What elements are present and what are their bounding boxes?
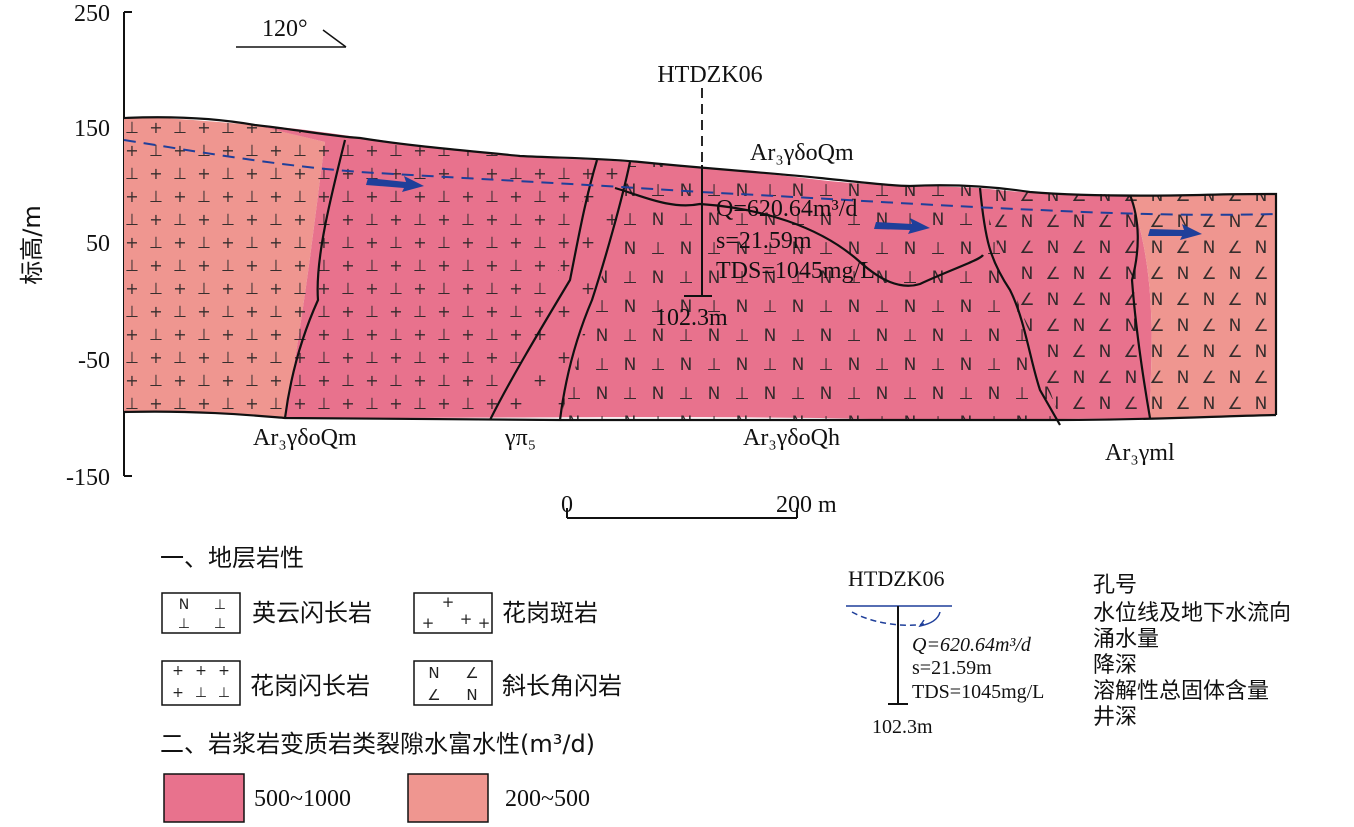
legend-borehole-depth: 102.3m — [872, 716, 933, 738]
unit-label-mid: Ar₃γδoQh — [743, 425, 840, 451]
legend-granodiorite-label: 花岗闪长岩 — [250, 672, 370, 700]
legend-swatch-moderate — [407, 773, 489, 823]
svg-text:N: N — [428, 664, 439, 682]
svg-text:⊥: ⊥ — [218, 685, 230, 701]
legend-borehole-id: HTDZK06 — [848, 566, 945, 591]
legend-expl-q: 涌水量 — [1093, 627, 1159, 652]
legend-borehole-tds: TDS=1045mg/L — [912, 681, 1044, 703]
unit-label-left: Ar₃γδoQm — [253, 425, 357, 451]
elevation-axis: 250 150 50 -50 -150 标高/m — [18, 1, 132, 491]
svg-text:+: + — [460, 610, 473, 628]
svg-text:∠: ∠ — [427, 686, 440, 704]
legend-borehole: HTDZK06 Q=620.64m³/d s=21.59m TDS=1045mg… — [846, 566, 1291, 738]
svg-text:+: + — [172, 663, 184, 679]
legend-expl-id: 孔号 — [1093, 573, 1137, 598]
svg-text:+: + — [218, 663, 230, 679]
unit-label-right: Ar₃γml — [1105, 440, 1175, 466]
contact-4 — [614, 186, 984, 287]
legend-swatch-tonalite — [161, 592, 241, 634]
borehole-id: HTDZK06 — [657, 62, 762, 88]
svg-text:∠: ∠ — [465, 664, 478, 682]
orientation-indicator: 120° — [236, 16, 347, 48]
legend-section1-title: 一、地层岩性 — [160, 544, 304, 572]
legend-expl-tds: 溶解性总固体含量 — [1093, 679, 1269, 704]
y-tick-50: 50 — [86, 231, 110, 257]
flow-arrow-3 — [1148, 224, 1202, 240]
legend-expl-s: 降深 — [1093, 653, 1137, 678]
amphibolite-body — [980, 188, 1276, 420]
contact-3 — [558, 161, 632, 421]
legend-amphibolite-label: 斜长角闪岩 — [502, 672, 622, 700]
borehole-q: Q=620.64m³/d — [716, 196, 857, 222]
svg-text:⊥: ⊥ — [214, 616, 226, 632]
svg-text:+: + — [422, 614, 435, 632]
svg-text:⊥: ⊥ — [195, 685, 207, 701]
legend-rich-label: 500~1000 — [254, 786, 351, 812]
flow-arrow-1 — [366, 176, 424, 192]
legend-tonalite-label: 英云闪长岩 — [252, 599, 372, 627]
y-axis-label: 标高/m — [18, 205, 46, 284]
lithology-patterns — [124, 118, 1276, 420]
contact-1 — [283, 139, 347, 419]
contact-6 — [1128, 194, 1152, 419]
orientation-label: 120° — [262, 16, 308, 42]
ground-surface — [123, 116, 1278, 415]
borehole-tds: TDS=1045mg/L — [716, 258, 875, 284]
scale-start: 0 — [561, 492, 573, 518]
scale-bar: 0 200 m — [561, 492, 837, 519]
svg-text:N: N — [179, 597, 189, 613]
section-base — [123, 410, 1277, 422]
legend-lithology: 一、地层岩性 N ⊥ ⊥ ⊥ 英云闪长岩 + + + + 花岗斑岩 + + + … — [160, 544, 622, 706]
tonalite-body — [560, 162, 1060, 420]
svg-text:+: + — [172, 685, 184, 701]
legend-swatch-granodiorite — [161, 660, 241, 706]
legend-richness: 二、岩浆岩变质岩类裂隙水富水性(m³/d) 500~1000 200~500 — [160, 730, 595, 823]
legend-expl-depth: 井深 — [1093, 705, 1137, 730]
contact-2 — [489, 159, 599, 421]
granodiorite-body-left — [124, 118, 345, 418]
legend-moderate-label: 200~500 — [505, 786, 590, 812]
contact-5 — [978, 187, 1061, 426]
legend-borehole-q: Q=620.64m³/d — [912, 634, 1032, 656]
y-tick-150: 150 — [74, 116, 110, 142]
legend-borehole-s: s=21.59m — [912, 657, 992, 679]
legend-porphyry-label: 花岗斑岩 — [502, 599, 598, 627]
legend-swatch-porphyry — [413, 592, 493, 634]
legend-swatch-amphibolite — [413, 660, 493, 706]
flow-arrow-2 — [874, 218, 930, 234]
svg-text:+: + — [442, 593, 455, 611]
legend-section2-title: 二、岩浆岩变质岩类裂隙水富水性(m³/d) — [160, 730, 595, 758]
legend-expl-watertable: 水位线及地下水流向 — [1093, 601, 1291, 626]
unit-labels: Ar₃γδoQm Ar₃γδoQm γπ₅ Ar₃γδoQh Ar₃γml — [253, 140, 1175, 466]
unit-label-porphyry: γπ₅ — [504, 425, 536, 451]
geologic-contacts — [123, 116, 1278, 426]
svg-text:⊥: ⊥ — [178, 616, 190, 632]
borehole-s: s=21.59m — [716, 228, 812, 254]
borehole-depth: 102.3m — [655, 305, 728, 331]
unit-label-top: Ar₃γδoQm — [750, 140, 854, 166]
y-tick-minus150: -150 — [66, 465, 110, 491]
scale-end: 200 m — [776, 492, 837, 518]
legend-swatch-rich — [163, 773, 245, 823]
svg-text:+: + — [195, 663, 207, 679]
svg-text:+: + — [478, 614, 491, 632]
y-tick-250: 250 — [74, 1, 110, 27]
y-tick-minus50: -50 — [78, 348, 110, 374]
svg-text:N: N — [466, 686, 477, 704]
borehole-HTDZK06: HTDZK06 Q=620.64m³/d s=21.59m TDS=1045mg… — [655, 62, 875, 331]
svg-text:⊥: ⊥ — [214, 597, 226, 613]
granodiorite-body-mid — [285, 140, 597, 420]
water-table — [123, 139, 1277, 240]
